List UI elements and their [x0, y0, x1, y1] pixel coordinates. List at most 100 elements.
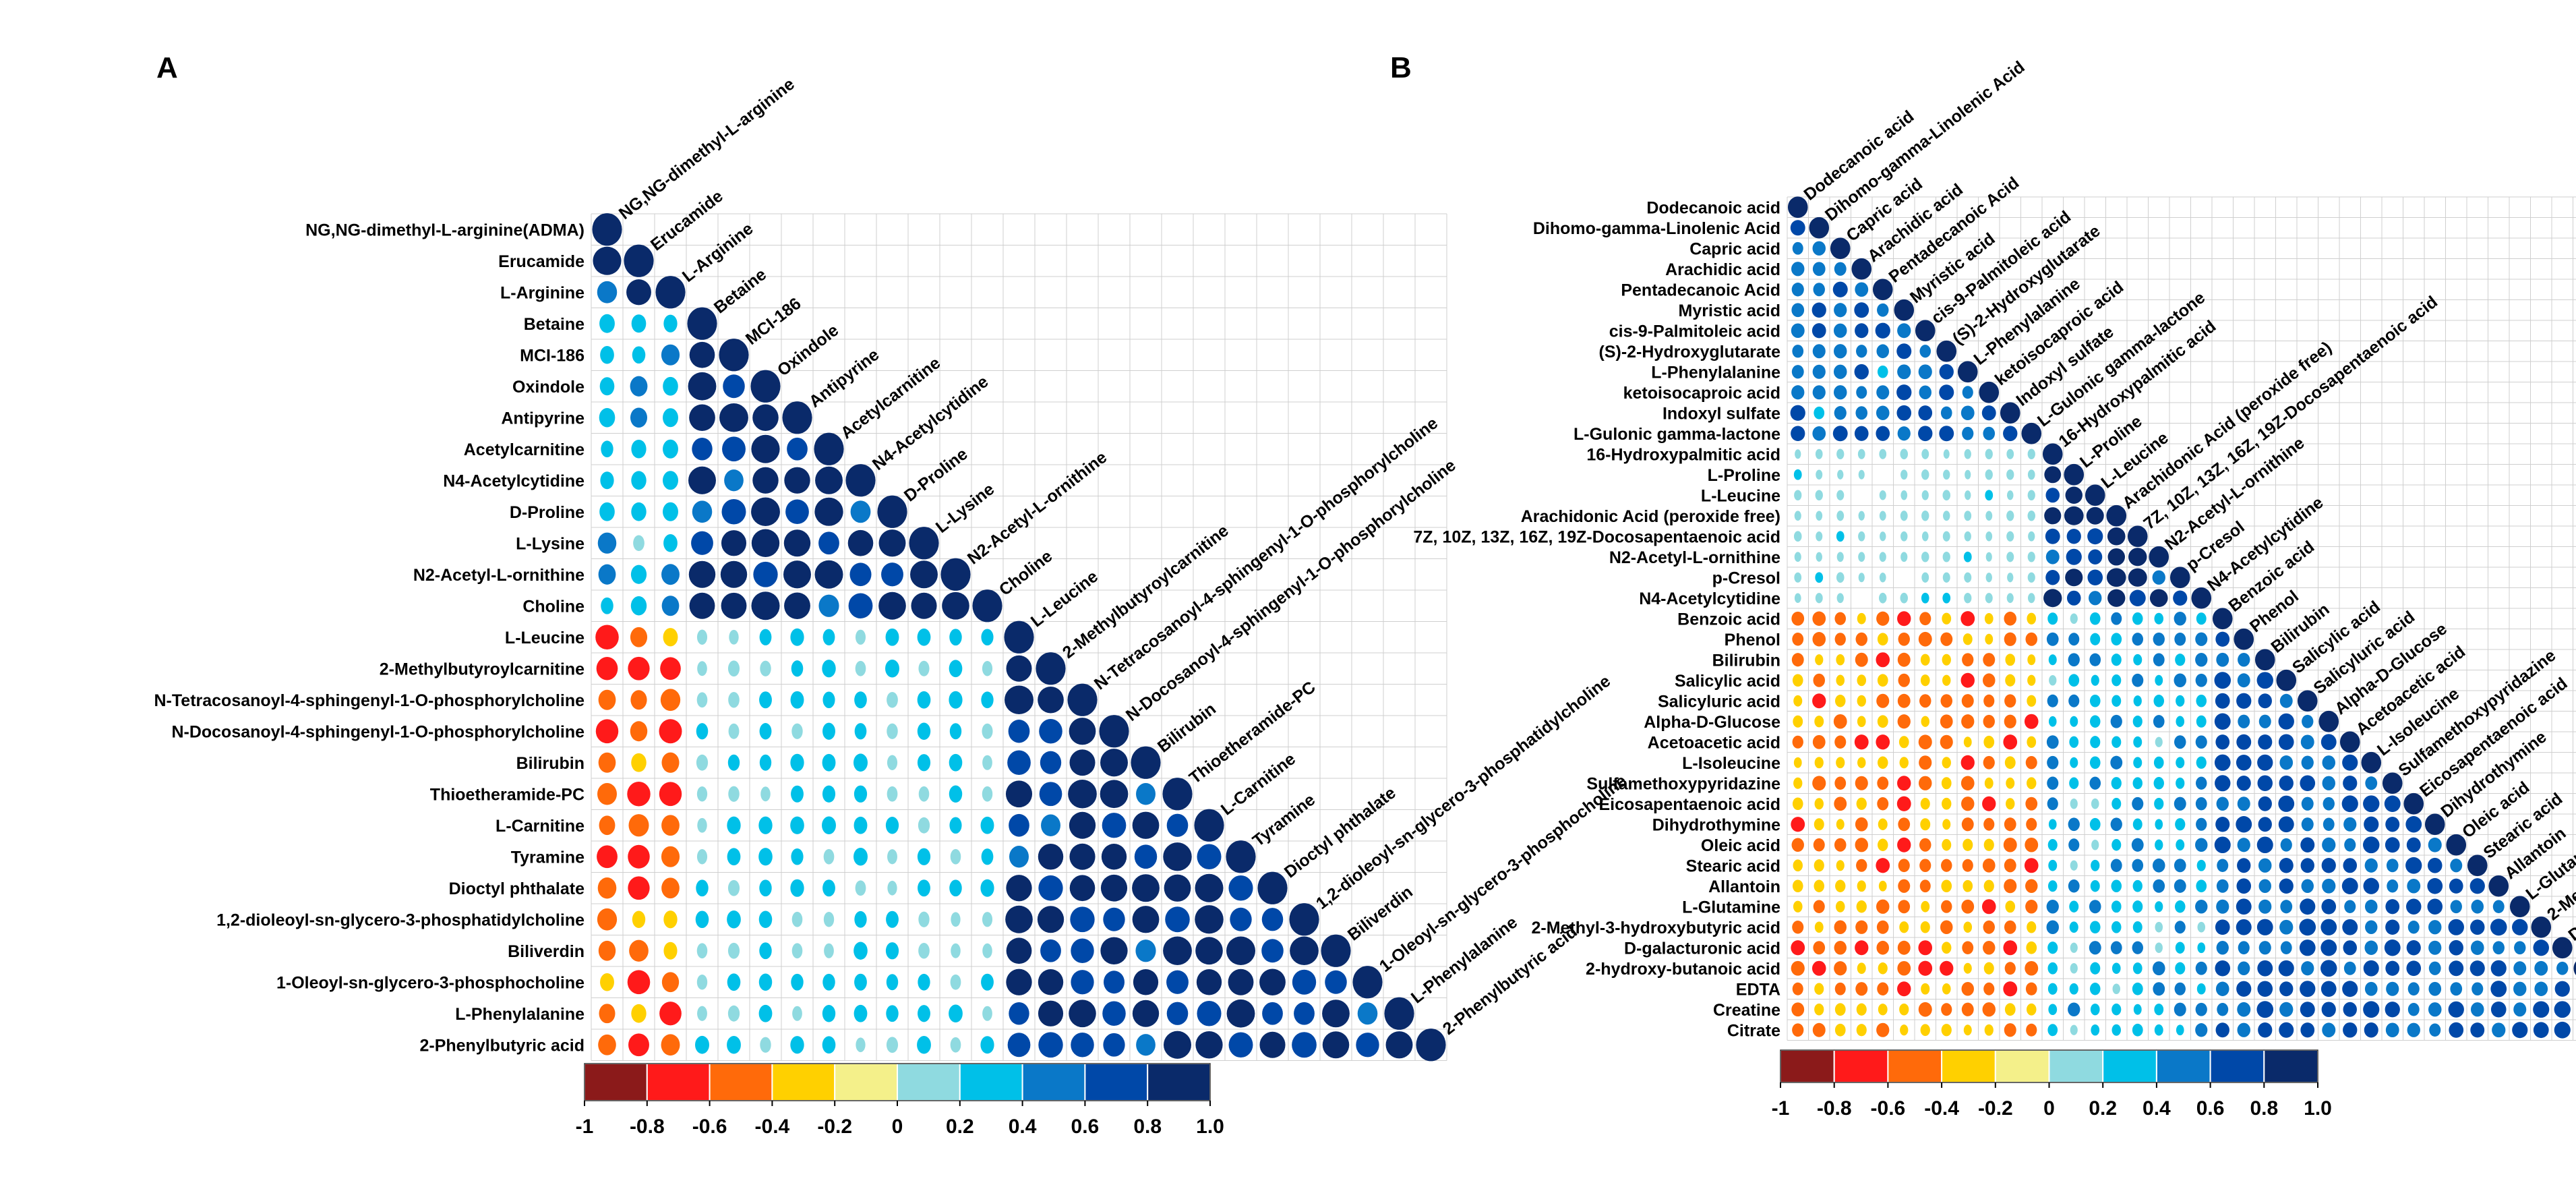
correlation-mark	[1942, 490, 1951, 501]
correlation-mark	[885, 942, 899, 960]
correlation-mark	[1814, 406, 1825, 419]
correlation-mark	[1857, 757, 1866, 768]
row-label: L-Isoleucine	[1682, 754, 1780, 773]
row-label: Salicylic acid	[1675, 672, 1780, 691]
correlation-mark	[2471, 899, 2484, 914]
correlation-mark	[1069, 1000, 1096, 1028]
correlation-mark	[1876, 385, 1890, 400]
diagonal-mark	[2000, 402, 2020, 424]
correlation-mark	[2513, 1002, 2527, 1017]
diagonal-mark	[1194, 809, 1224, 842]
correlation-mark	[790, 879, 804, 897]
correlation-mark	[1163, 936, 1192, 965]
correlation-mark	[2048, 819, 2057, 830]
diagonal-mark	[2106, 504, 2127, 527]
correlation-mark	[1791, 940, 1805, 956]
correlation-mark	[2322, 837, 2336, 852]
correlation-mark	[722, 436, 746, 462]
diagonal-mark	[2254, 649, 2275, 671]
correlation-mark	[2155, 736, 2163, 747]
correlation-mark	[1834, 1003, 1846, 1016]
correlation-mark	[1983, 735, 1995, 749]
correlation-mark	[917, 722, 931, 741]
correlation-mark	[1898, 900, 1911, 914]
correlation-mark	[1983, 426, 1996, 440]
correlation-mark	[2322, 1022, 2336, 1038]
correlation-mark	[951, 912, 961, 927]
correlation-mark	[982, 723, 993, 739]
correlation-mark	[758, 973, 773, 991]
correlation-mark	[2214, 672, 2231, 689]
correlation-mark	[2006, 593, 2014, 604]
correlation-mark	[2236, 693, 2252, 709]
correlation-mark	[1942, 819, 1951, 830]
correlation-mark	[791, 848, 804, 865]
correlation-mark	[630, 596, 647, 616]
correlation-mark	[1985, 490, 1994, 501]
correlation-mark	[1942, 531, 1950, 542]
correlation-mark	[1943, 449, 1950, 459]
correlation-mark	[1963, 879, 1973, 892]
correlation-mark	[600, 973, 614, 991]
correlation-mark	[1006, 875, 1032, 902]
correlation-mark	[2257, 960, 2273, 977]
row-label: NG,NG-dimethyl-L-arginine(ADMA)	[305, 221, 585, 239]
correlation-mark	[596, 657, 618, 681]
correlation-mark	[2004, 632, 2016, 646]
correlation-mark	[1815, 490, 1823, 501]
correlation-mark	[2300, 775, 2316, 792]
correlation-mark	[2025, 982, 2037, 995]
correlation-mark	[980, 1036, 994, 1054]
correlation-mark	[1964, 511, 1972, 521]
correlation-mark	[2111, 1004, 2122, 1016]
diagonal-mark	[1830, 237, 1851, 260]
correlation-mark	[1794, 511, 1801, 521]
diagonal-mark	[1894, 299, 1915, 321]
correlation-mark	[1834, 940, 1847, 955]
correlation-mark	[2046, 900, 2059, 914]
correlation-mark	[2195, 961, 2207, 975]
correlation-mark	[1833, 385, 1847, 400]
colorbar-segment	[2102, 1049, 2157, 1083]
correlation-mark	[2047, 880, 2058, 892]
correlation-mark	[1858, 469, 1865, 480]
correlation-mark	[1812, 776, 1826, 791]
correlation-mark	[2384, 939, 2401, 956]
correlation-mark	[2256, 836, 2273, 854]
correlation-mark	[1879, 531, 1886, 542]
correlation-mark	[1791, 611, 1805, 626]
colorbar-tick-label: 1.0	[1196, 1116, 1224, 1138]
row-label: Thioetheramide-PC	[430, 785, 585, 804]
correlation-mark	[1942, 797, 1952, 810]
diagonal-mark	[2191, 587, 2212, 609]
correlation-mark	[2215, 981, 2229, 996]
correlation-mark	[1814, 859, 1824, 872]
correlation-mark	[1811, 323, 1826, 339]
correlation-mark	[601, 440, 613, 458]
correlation-mark	[949, 691, 963, 709]
correlation-mark	[696, 723, 709, 740]
correlation-mark	[1834, 344, 1847, 359]
correlation-mark	[1985, 448, 1993, 459]
correlation-mark	[2174, 921, 2186, 934]
correlation-mark	[1878, 818, 1888, 830]
correlation-mark	[2554, 1001, 2571, 1018]
correlation-mark	[2344, 900, 2356, 914]
correlation-mark	[1262, 1002, 1283, 1025]
correlation-mark	[1791, 817, 1805, 832]
correlation-mark	[660, 689, 681, 712]
colorbar-segment	[897, 1063, 961, 1101]
correlation-mark	[814, 560, 843, 589]
correlation-mark	[1793, 900, 1803, 913]
correlation-mark	[630, 376, 648, 397]
correlation-mark	[2028, 593, 2035, 604]
correlation-mark	[2215, 919, 2230, 935]
colorbar-segment	[1941, 1049, 1996, 1083]
correlation-mark	[2236, 754, 2252, 771]
correlation-mark	[2196, 756, 2207, 769]
row-label: Pentadecanoic Acid	[1621, 281, 1780, 299]
correlation-mark	[2342, 754, 2358, 771]
correlation-mark	[1259, 1031, 1286, 1058]
correlation-mark	[697, 817, 707, 833]
correlation-mark	[822, 753, 836, 772]
